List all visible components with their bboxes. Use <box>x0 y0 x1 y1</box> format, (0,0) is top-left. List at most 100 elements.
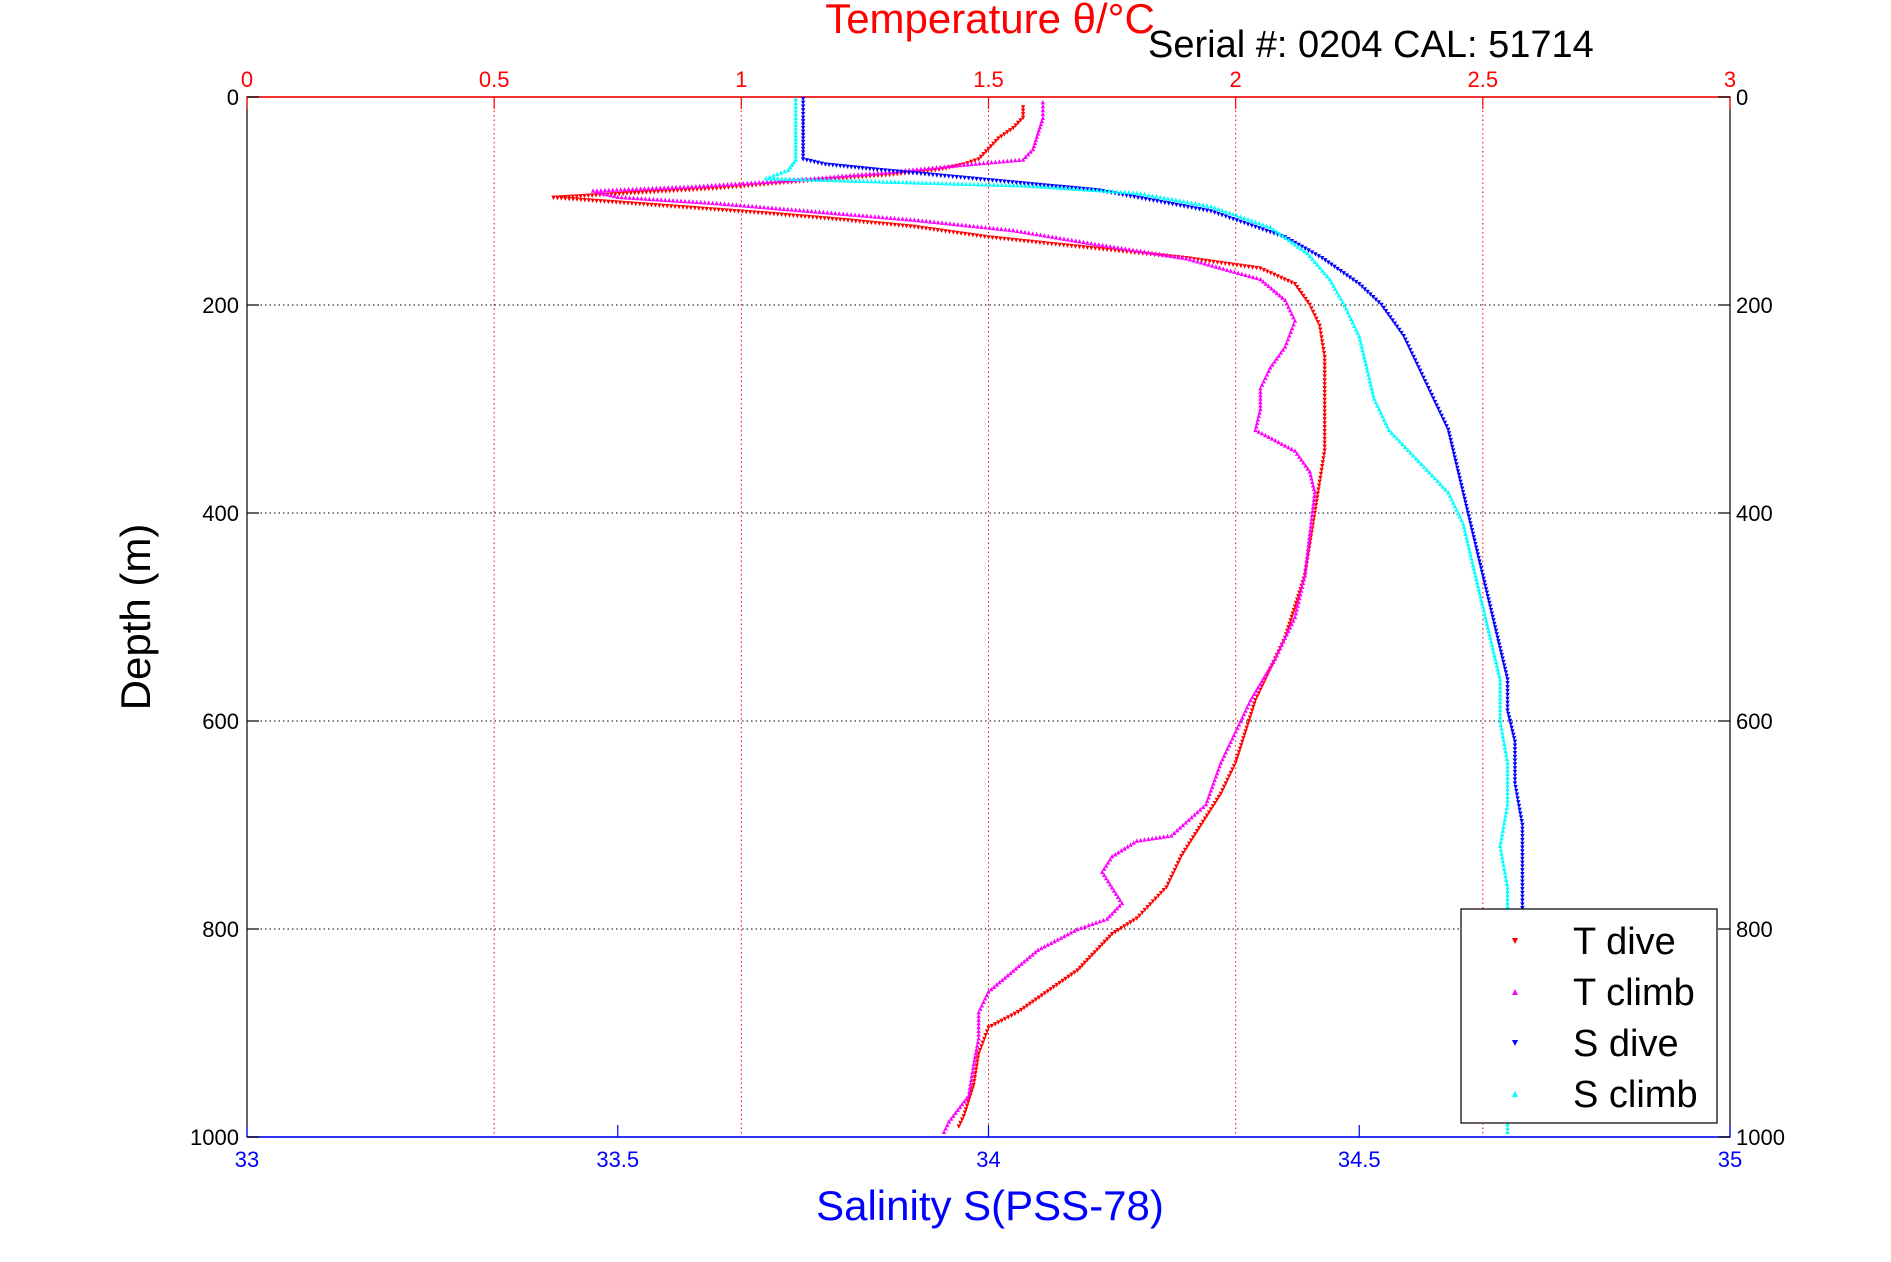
data-point <box>1364 365 1369 370</box>
data-point <box>962 1098 967 1104</box>
data-point <box>1250 694 1255 700</box>
data-point <box>1478 566 1484 571</box>
data-point <box>965 1100 971 1105</box>
data-point <box>976 1028 981 1033</box>
data-point <box>767 211 773 217</box>
depth-tick-label-right: 1000 <box>1736 1125 1785 1150</box>
data-point <box>1297 287 1302 293</box>
data-point <box>720 208 725 213</box>
data-point <box>771 176 777 181</box>
data-point <box>1464 535 1469 540</box>
data-point <box>1130 247 1136 252</box>
data-point <box>1478 594 1483 599</box>
data-point <box>620 191 626 197</box>
data-point <box>1308 527 1313 533</box>
data-point <box>1392 433 1397 438</box>
data-point <box>1326 260 1331 265</box>
data-point <box>1264 223 1269 228</box>
data-point <box>1299 584 1305 589</box>
data-point <box>1466 514 1472 519</box>
data-point <box>1338 269 1343 274</box>
data-point <box>984 992 990 998</box>
data-point <box>997 979 1002 985</box>
data-point <box>1036 128 1042 133</box>
temperature-tick-label: 0.5 <box>479 67 510 92</box>
data-point <box>1498 722 1504 727</box>
data-point <box>1508 722 1514 727</box>
data-point <box>1470 562 1476 568</box>
data-point <box>692 206 698 211</box>
data-point <box>1460 486 1465 491</box>
depth-tick-label-right: 400 <box>1736 501 1773 526</box>
data-point <box>1238 263 1244 269</box>
data-point <box>800 150 806 155</box>
data-point <box>1457 476 1462 481</box>
data-point <box>1093 920 1099 925</box>
legend-marker-s-climb <box>1512 1091 1518 1097</box>
data-point <box>1520 871 1525 877</box>
data-point <box>1274 356 1279 361</box>
data-point <box>908 217 913 222</box>
temperature-tick-label: 2.5 <box>1468 67 1499 92</box>
data-point <box>597 190 603 195</box>
data-point <box>1062 933 1067 939</box>
data-point <box>812 159 817 165</box>
data-point <box>1294 284 1300 290</box>
data-point <box>1487 632 1492 637</box>
data-point <box>551 195 556 201</box>
data-point <box>1310 508 1315 514</box>
data-point <box>1047 184 1052 190</box>
data-point <box>800 122 806 127</box>
data-point <box>791 176 796 182</box>
data-point <box>779 212 784 217</box>
data-point <box>1512 743 1518 748</box>
data-point <box>1520 860 1525 866</box>
data-point <box>612 193 617 199</box>
data-point <box>1274 652 1280 658</box>
data-point <box>1469 524 1474 530</box>
data-point <box>1287 621 1292 627</box>
data-point <box>1421 375 1426 380</box>
data-point <box>615 194 620 200</box>
data-point <box>1448 438 1453 443</box>
data-point <box>1272 359 1277 364</box>
data-point <box>970 1065 976 1071</box>
data-point <box>1322 428 1327 434</box>
data-point <box>1357 337 1363 342</box>
data-point <box>1505 764 1510 769</box>
data-point <box>857 219 862 224</box>
data-point <box>1170 871 1176 876</box>
data-point <box>1291 618 1296 623</box>
data-point <box>1242 732 1247 738</box>
data-point <box>1119 900 1125 906</box>
data-point <box>873 220 878 226</box>
data-point <box>951 230 956 235</box>
data-point <box>1161 195 1167 200</box>
data-point <box>653 203 658 208</box>
data-point <box>1122 189 1128 195</box>
data-point <box>1476 587 1481 592</box>
data-point <box>900 179 905 185</box>
data-point <box>793 126 798 131</box>
data-point <box>976 1013 981 1019</box>
data-point <box>725 181 730 187</box>
data-point <box>1028 149 1033 154</box>
data-point <box>979 1003 985 1008</box>
data-point <box>1321 347 1326 352</box>
data-point <box>836 174 841 179</box>
data-point <box>1512 781 1518 786</box>
data-point <box>1505 885 1510 890</box>
data-point <box>781 206 787 211</box>
data-point <box>1290 611 1295 616</box>
data-point <box>806 214 812 220</box>
data-point <box>1031 183 1036 189</box>
data-point <box>958 231 964 236</box>
data-point <box>1019 961 1024 966</box>
data-point <box>892 215 897 221</box>
data-point <box>986 146 991 152</box>
data-point <box>668 204 674 209</box>
data-point <box>1238 214 1243 219</box>
data-point <box>1077 239 1082 244</box>
data-point <box>671 188 676 194</box>
data-point <box>1092 241 1098 246</box>
